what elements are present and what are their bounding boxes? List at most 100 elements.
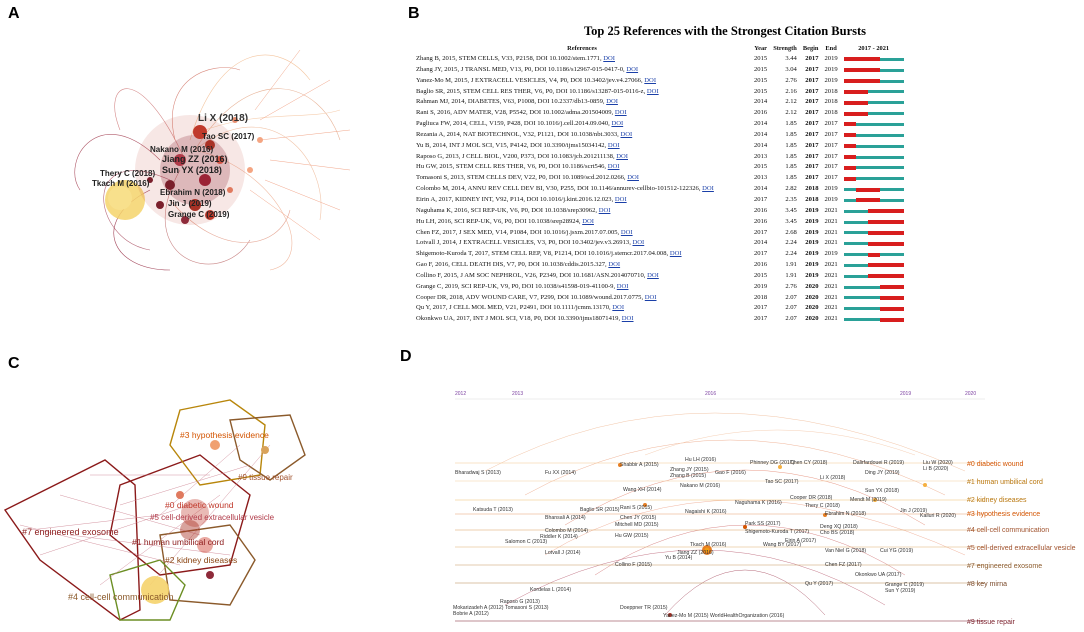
author-label: Yanez-Mo M (2015) — [663, 613, 709, 619]
burst-bar-cell — [841, 97, 907, 108]
doi-link[interactable]: DOI — [608, 261, 621, 269]
burst-bar-cell — [841, 271, 907, 282]
doi-link[interactable]: DOI — [620, 130, 633, 138]
burst-row: Shigemoto-Kuroda T, 2017, STEM CELL REP,… — [413, 249, 907, 260]
strength-cell: 2.76 — [785, 282, 797, 290]
doi-link[interactable]: DOI — [646, 87, 659, 95]
burst-bar-cell — [841, 65, 907, 76]
begin-cell: 2017 — [805, 55, 819, 62]
burst-baseline — [843, 252, 904, 257]
author-label: Nagaishi K (2016) — [685, 509, 727, 515]
doi-link[interactable]: DOI — [607, 141, 620, 149]
burst-baseline — [843, 274, 904, 279]
author-label: Shabbir A (2015) — [620, 462, 659, 468]
timeline-nodes — [618, 463, 927, 617]
begin-cell: 2017 — [805, 174, 819, 182]
doi-link[interactable]: DOI — [611, 120, 624, 128]
reference-cell: Chen FZ, 2017, J SEX MED, V14, P1084, DO… — [413, 228, 751, 239]
burst-bar-cell — [841, 314, 907, 325]
strength-cell: 1.91 — [785, 261, 797, 269]
author-label: Doeppner TR (2015) — [620, 605, 668, 611]
doi-link[interactable]: DOI — [626, 65, 639, 73]
burst-segment — [855, 198, 880, 203]
begin-cell: 2018 — [805, 185, 819, 193]
doi-link[interactable]: DOI — [612, 304, 625, 312]
reference-text: Raposo G, 2013, J CELL BIOL, V200, P373,… — [416, 152, 615, 160]
year-label: 2016 — [705, 391, 716, 397]
doi-link[interactable]: DOI — [632, 239, 645, 247]
begin-cell: 2019 — [805, 217, 819, 225]
burst-row: Rezania A, 2014, NAT BIOTECHNOL, V32, P1… — [413, 130, 907, 141]
reference-cell: Cooper DR, 2018, ADV WOUND CARE, V7, P29… — [413, 293, 751, 304]
burst-segment — [843, 89, 868, 94]
burst-row: Colombo M, 2014, ANNU REV CELL DEV BI, V… — [413, 184, 907, 195]
doi-link[interactable]: DOI — [644, 76, 657, 84]
strength-cell: 3.44 — [785, 55, 797, 62]
burst-segment — [843, 100, 868, 105]
begin-cell: 2017 — [805, 87, 819, 95]
burst-row: Rani S, 2016, ADV MATER, V28, P5542, DOI… — [413, 108, 907, 119]
author-label: Wang XH (2014) — [623, 487, 662, 493]
year-cell: 2016 — [754, 261, 768, 269]
burst-baseline — [843, 122, 904, 127]
author-label: Gao F (2016) — [715, 470, 746, 476]
reference-text: Chen FZ, 2017, J SEX MED, V14, P1084, DO… — [416, 228, 620, 236]
burst-segment — [843, 155, 856, 160]
burst-segment — [879, 317, 904, 322]
burst-row: Okonkwo UA, 2017, INT J MOL SCI, V18, P0… — [413, 314, 907, 325]
hull-human-umbilical-cord — [109, 454, 251, 576]
burst-baseline — [843, 155, 904, 160]
strength-cell: 3.04 — [785, 65, 797, 73]
doi-link[interactable]: DOI — [616, 152, 628, 160]
end-cell: 2021 — [824, 206, 838, 214]
doi-link[interactable]: DOI — [627, 174, 639, 182]
author-label: Tkach M (2016) — [690, 542, 727, 548]
burst-row: Pagliuca FW, 2014, CELL, V159, P428, DOI… — [413, 119, 907, 130]
year-cell: 2013 — [754, 174, 768, 182]
begin-cell: 2017 — [805, 163, 819, 171]
strength-cell: 2.16 — [785, 87, 797, 95]
burst-row: Collino F, 2015, J AM SOC NEPHROL, V26, … — [413, 271, 907, 282]
burst-bar-cell — [841, 108, 907, 119]
doi-link[interactable]: DOI — [620, 228, 633, 236]
node-label: Jin J (2019) — [168, 199, 212, 208]
begin-cell: 2019 — [805, 250, 819, 258]
year-cell: 2017 — [754, 228, 768, 236]
author-label: Yu B (2014) — [665, 555, 693, 561]
burst-segment — [843, 111, 868, 116]
doi-link[interactable]: DOI — [607, 163, 620, 171]
author-label: Ding JY (2019) — [865, 470, 900, 476]
doi-link[interactable]: DOI — [702, 185, 714, 193]
hull-communication — [109, 559, 186, 621]
doi-link[interactable]: DOI — [606, 98, 618, 106]
year-cell: 2018 — [754, 293, 768, 301]
doi-link[interactable]: DOI — [614, 195, 627, 203]
doi-link[interactable]: DOI — [669, 250, 682, 258]
doi-link[interactable]: DOI — [598, 206, 611, 214]
burst-row: Tomasoni S, 2013, STEM CELLS DEV, V22, P… — [413, 173, 907, 184]
doi-link[interactable]: DOI — [644, 293, 657, 301]
year-cell: 2014 — [754, 130, 768, 138]
doi-link[interactable]: DOI — [603, 55, 615, 62]
author-label: Li B (2020) — [923, 466, 949, 472]
burst-bar-cell — [841, 217, 907, 228]
reference-text: Eirin A, 2017, KIDNEY INT, V92, P114, DO… — [416, 195, 614, 203]
doi-link[interactable]: DOI — [614, 109, 627, 117]
doi-link[interactable]: DOI — [616, 282, 629, 290]
burst-bar-cell — [841, 195, 907, 206]
author-label: Ebrahim N (2018) — [825, 511, 866, 517]
year-cell: 2016 — [754, 109, 768, 117]
author-label: Cooper DR (2018) — [790, 495, 833, 501]
doi-link[interactable]: DOI — [647, 271, 659, 279]
doi-link[interactable]: DOI — [582, 217, 594, 225]
author-label: Chen FZ (2017) — [825, 562, 862, 568]
strength-cell: 1.91 — [785, 271, 797, 279]
node-label: Tkach M (2016) — [92, 179, 150, 188]
reference-cell: Hu GW, 2015, STEM CELL RES THER, V6, P0,… — [413, 162, 751, 173]
bursts-header-row: References Year Strength Begin End 2017 … — [413, 42, 907, 54]
node-label: Jiang ZZ (2016) — [162, 154, 228, 164]
panel-c-clusters: #3 hypothesis evidence #0 diabetic wound… — [0, 385, 330, 625]
header-strength: Strength — [773, 44, 797, 52]
doi-link[interactable]: DOI — [621, 315, 634, 323]
reference-text: Cooper DR, 2018, ADV WOUND CARE, V7, P29… — [416, 293, 644, 301]
